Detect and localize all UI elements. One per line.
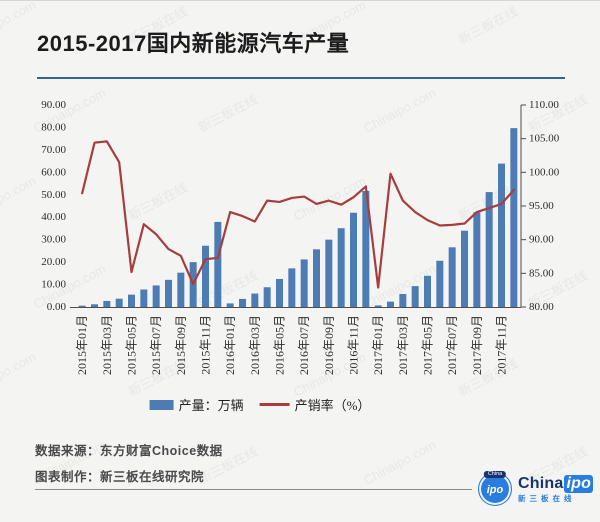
right-axis-tick-label: 85.00	[529, 267, 554, 279]
production-bar	[226, 303, 234, 307]
x-axis-tick-label: 2015年03月	[100, 315, 114, 375]
left-axis-tick-label: 90.00	[41, 99, 66, 111]
x-axis-tick-label: 2015年01月	[75, 315, 89, 375]
line-swatch-icon	[259, 403, 290, 406]
logo-subtext: 新三板在线	[518, 493, 576, 503]
x-axis-tick-label: 2017年03月	[396, 315, 410, 375]
production-bar	[448, 247, 456, 307]
production-bar	[473, 212, 481, 307]
production-bar	[152, 285, 160, 307]
production-bar	[350, 212, 357, 307]
production-bar	[399, 293, 407, 307]
production-bar	[461, 230, 468, 307]
production-bar	[498, 163, 505, 307]
x-axis-tick-label: 2015年11月	[199, 315, 213, 375]
bar-swatch-icon	[149, 399, 174, 410]
production-bar	[263, 287, 271, 307]
chart-maker-note: 图表制作：新三板在线研究院	[35, 470, 205, 484]
logo-wordmark: China ipo 新三板在线	[518, 474, 594, 503]
left-axis-tick-label: 70.00	[41, 144, 66, 156]
wordmark-primary: China	[518, 474, 564, 492]
legend-line-label: 产销率（%）	[294, 398, 371, 413]
right-axis-tick-label: 110.00	[529, 99, 559, 111]
right-axis-tick-label: 100.00	[529, 166, 560, 178]
production-bar	[177, 272, 185, 307]
x-axis-tick-label: 2016年07月	[297, 315, 311, 375]
data-source-note: 数据来源：东方财富Choice数据	[35, 444, 223, 458]
badge-banner-text: China	[483, 471, 507, 478]
title-underline	[37, 77, 565, 79]
ratio-trend-line	[81, 140, 515, 289]
production-bar	[374, 305, 382, 307]
x-axis-tick-label: 2017年11月	[495, 315, 509, 375]
production-bar	[424, 275, 431, 307]
right-axis-tick-label: 90.00	[529, 234, 554, 246]
badge-ipo-text: ipo	[486, 484, 504, 496]
x-axis-tick-label: 2016年01月	[223, 315, 237, 375]
right-axis-tick-label: 95.00	[529, 200, 554, 212]
left-axis-tick-label: 50.00	[41, 189, 66, 201]
production-bar	[337, 228, 345, 307]
production-bar	[91, 304, 98, 307]
x-axis-tick-label: 2016年03月	[248, 315, 262, 375]
production-bar	[288, 268, 296, 307]
production-bar	[276, 278, 283, 307]
production-bar	[239, 298, 246, 307]
left-axis-tick-label: 0.00	[47, 301, 67, 313]
wordmark-accent: ipo	[564, 474, 594, 493]
production-bar	[510, 128, 518, 307]
left-axis-tick-label: 10.00	[41, 279, 66, 291]
x-axis-tick-label: 2015年09月	[174, 315, 188, 375]
production-bar	[214, 221, 222, 307]
production-bar	[128, 294, 135, 307]
right-axis-tick-label: 105.00	[529, 133, 560, 145]
left-axis-tick-label: 40.00	[41, 211, 66, 223]
left-axis-tick-label: 30.00	[41, 234, 66, 246]
left-axis-tick-label: 60.00	[41, 166, 66, 178]
x-axis-tick-label: 2016年05月	[273, 315, 287, 375]
production-bar	[362, 190, 370, 307]
x-axis-tick-label: 2017年09月	[470, 315, 484, 375]
x-axis-tick-label: 2016年11月	[347, 315, 361, 375]
production-bar	[165, 279, 172, 307]
legend-item-production: 产量：万辆	[149, 395, 244, 414]
legend-item-ratio: 产销率（%）	[259, 395, 371, 414]
production-bar	[202, 245, 209, 307]
production-bar	[78, 305, 86, 307]
chinaipo-logo: China ipo China ipo 新三板在线	[478, 471, 594, 506]
production-bar	[300, 259, 308, 307]
production-bar	[436, 260, 444, 307]
production-bar	[251, 293, 259, 307]
production-bar	[313, 249, 320, 307]
chinaipo-badge-icon: China ipo	[478, 471, 512, 506]
x-axis-tick-label: 2017年01月	[371, 315, 385, 375]
x-axis-tick-label: 2016年09月	[322, 315, 336, 375]
production-bar	[387, 301, 394, 307]
legend-bar-label: 产量：万辆	[178, 398, 244, 413]
x-axis-tick-label: 2015年05月	[125, 315, 139, 375]
left-axis-tick-label: 80.00	[41, 121, 66, 133]
production-bar	[140, 289, 148, 307]
production-bar	[325, 239, 333, 307]
x-axis-tick-label: 2017年05月	[421, 315, 435, 375]
left-axis-tick-label: 20.00	[41, 256, 66, 268]
production-bar	[115, 298, 123, 307]
x-axis-tick-label: 2017年07月	[445, 315, 459, 375]
production-bar	[411, 286, 419, 307]
x-axis-tick-label: 2015年07月	[149, 315, 163, 375]
chart-legend: 产量：万辆 产销率（%）	[149, 395, 371, 414]
production-bar	[485, 192, 493, 307]
page-title: 2015-2017国内新能源汽车产量	[37, 31, 350, 56]
production-bar	[103, 300, 111, 307]
footer-divider	[35, 489, 472, 490]
right-axis-tick-label: 80.00	[529, 301, 554, 313]
